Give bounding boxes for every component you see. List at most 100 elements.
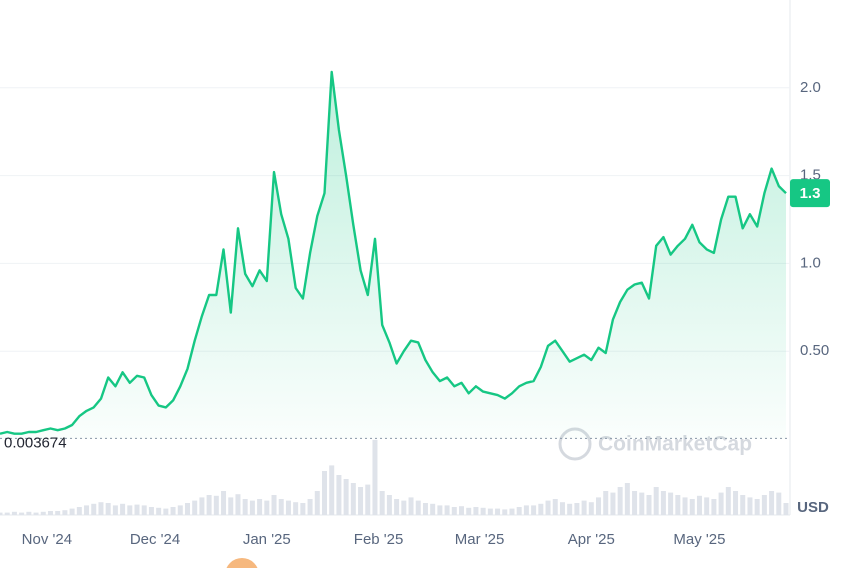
volume-bar [321, 471, 327, 515]
volume-bar [545, 500, 551, 515]
volume-bar [242, 499, 248, 515]
volume-bar [199, 497, 205, 515]
volume-bar [249, 500, 255, 515]
volume-bar [33, 512, 39, 515]
volume-bar [639, 492, 645, 515]
price-line [0, 70, 787, 435]
volume-bar [733, 491, 739, 515]
volume-bar [689, 499, 695, 515]
volume-bar [451, 507, 457, 515]
volume-bar [487, 508, 493, 515]
volume-bar [725, 487, 731, 515]
volume-bar [617, 487, 623, 515]
volume-bar [711, 499, 717, 515]
volume-bar [213, 495, 219, 515]
volume-bar [502, 509, 508, 515]
volume-bar [696, 495, 702, 515]
volume-bar [574, 503, 580, 515]
volume-bar [300, 503, 306, 515]
currency-label: USD [797, 499, 829, 516]
volume-bar [40, 511, 46, 515]
volume-bar [4, 512, 10, 515]
volume-bar [444, 505, 450, 515]
volume-bar [668, 492, 674, 515]
volume-bar [473, 507, 479, 515]
volume-bar [430, 503, 436, 515]
volume-bar [177, 505, 183, 515]
volume-bar [437, 505, 443, 515]
volume-bar [769, 491, 775, 515]
x-tick-label: May '25 [673, 531, 725, 548]
volume-bar [372, 439, 378, 515]
volume-bar [365, 484, 371, 515]
volume-bar [11, 511, 17, 515]
price-badge [790, 179, 830, 208]
volume-bar [632, 491, 638, 515]
volume-bar [646, 495, 652, 515]
volume-bar [105, 503, 111, 515]
volume-bar [285, 500, 291, 515]
volume-bar [610, 492, 616, 515]
volume-bar [358, 487, 364, 515]
x-tick-label: Mar '25 [455, 531, 505, 548]
volume-bar [148, 507, 154, 515]
volume-bar [84, 505, 90, 515]
volume-bar [509, 508, 515, 515]
volume-bar [264, 500, 270, 515]
volume-bar [386, 495, 392, 515]
x-tick-label: Jan '25 [243, 531, 291, 548]
volume-bar [718, 492, 724, 515]
volume-bar [531, 505, 537, 515]
volume-bar [761, 495, 767, 515]
volume-bar [278, 499, 284, 515]
volume-bar [0, 512, 3, 515]
x-tick-label: Feb '25 [354, 531, 404, 548]
volume-bar [307, 499, 313, 515]
volume-bar [559, 502, 565, 515]
volume-bar [754, 499, 760, 515]
volume-bar [538, 503, 544, 515]
volume-bar [394, 499, 400, 515]
volume-bar [466, 507, 472, 515]
volume-bar [624, 483, 630, 515]
volume-bar [69, 508, 75, 515]
volume-bar [62, 510, 68, 515]
x-tick-label: Dec '24 [130, 531, 180, 548]
volume-bar [170, 507, 176, 515]
price-area [0, 72, 786, 439]
y-tick-label: 2.0 [800, 79, 821, 96]
volume-bar [459, 506, 465, 515]
volume-bar [336, 475, 342, 515]
volume-bar [257, 499, 263, 515]
volume-bar [783, 503, 789, 515]
volume-bar [91, 503, 97, 515]
volume-bar [740, 495, 746, 515]
volume-bar [776, 492, 782, 515]
volume-bar [480, 507, 486, 515]
volume-bar [26, 511, 32, 515]
volume-bar [293, 502, 299, 515]
x-tick-label: Nov '24 [22, 531, 72, 548]
volume-bar [675, 495, 681, 515]
volume-bar [221, 491, 227, 515]
volume-bar [47, 511, 53, 515]
volume-bar [350, 483, 356, 515]
volume-bar [55, 511, 61, 515]
volume-bar [552, 499, 558, 515]
volume-bar [141, 505, 147, 515]
y-tick-label: 0.50 [800, 342, 829, 359]
y-tick-label: 1.0 [800, 254, 821, 271]
volume-bar [596, 497, 602, 515]
volume-bar [192, 500, 198, 515]
volume-bar [19, 512, 25, 515]
volume-bar [523, 505, 529, 515]
volume-bar [660, 491, 666, 515]
volume-bar [581, 500, 587, 515]
volume-bar [314, 491, 320, 515]
volume-bar [516, 507, 522, 515]
volume-bar [184, 503, 190, 515]
event-marker[interactable] [225, 558, 259, 568]
volume-bar [163, 508, 169, 515]
volume-bar [127, 505, 133, 515]
